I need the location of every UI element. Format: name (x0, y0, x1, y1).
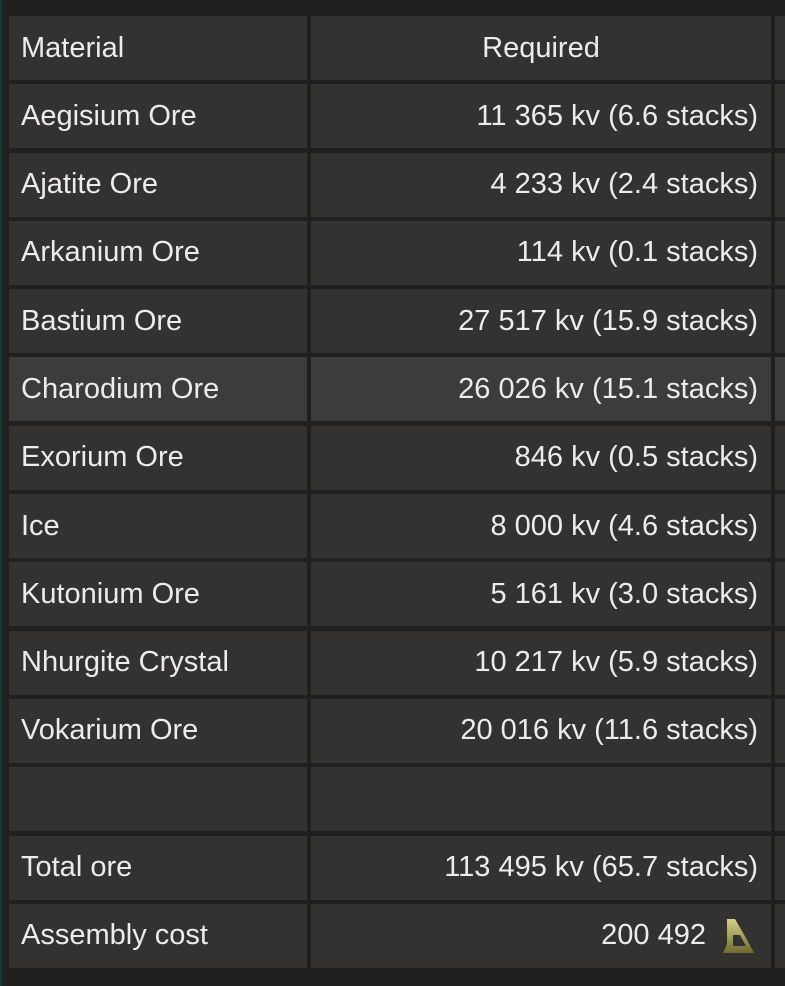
material-name: Nhurgite Crystal (9, 630, 307, 695)
material-name: Charodium Ore (9, 357, 307, 422)
table-row[interactable]: Exorium Ore 846 kv (0.5 stacks) (9, 425, 785, 490)
table-row[interactable]: Nhurgite Crystal 10 217 kv (5.9 stacks) (9, 630, 785, 695)
column-header-required[interactable]: Required (311, 16, 771, 80)
material-name: Ajatite Ore (9, 152, 307, 217)
required-amount: 5 161 kv (3.0 stacks) (311, 562, 771, 627)
table-header: Material Required (9, 16, 785, 80)
extra-cell (775, 84, 785, 149)
required-amount: 114 kv (0.1 stacks) (311, 220, 771, 285)
table-row-assembly: Assembly cost 200 492 (9, 903, 785, 968)
table-row[interactable]: Aegisium Ore 11 365 kv (6.6 stacks) (9, 84, 785, 149)
assembly-value: 200 492 (601, 919, 706, 952)
blank-cell (9, 767, 307, 832)
total-value: 113 495 kv (65.7 stacks) (311, 835, 771, 900)
table-row-total: Total ore 113 495 kv (65.7 stacks) (9, 835, 785, 900)
material-name: Kutonium Ore (9, 562, 307, 627)
extra-cell (775, 835, 785, 900)
assembly-label: Assembly cost (9, 903, 307, 968)
total-label: Total ore (9, 835, 307, 900)
assembly-cost-cell: 200 492 (311, 903, 771, 968)
extra-cell (775, 289, 785, 354)
blank-cell (775, 767, 785, 832)
column-header-extra (775, 16, 785, 80)
extra-cell (775, 152, 785, 217)
required-amount: 27 517 kv (15.9 stacks) (311, 289, 771, 354)
extra-cell (775, 494, 785, 559)
extra-cell (775, 903, 785, 968)
table-row[interactable]: Kutonium Ore 5 161 kv (3.0 stacks) (9, 562, 785, 627)
required-amount: 20 016 kv (11.6 stacks) (311, 698, 771, 763)
window-edge (0, 0, 2, 986)
required-amount: 846 kv (0.5 stacks) (311, 425, 771, 490)
table-row[interactable]: Ajatite Ore 4 233 kv (2.4 stacks) (9, 152, 785, 217)
required-amount: 11 365 kv (6.6 stacks) (311, 84, 771, 149)
material-name: Vokarium Ore (9, 698, 307, 763)
extra-cell (775, 630, 785, 695)
table-row[interactable]: Bastium Ore 27 517 kv (15.9 stacks) (9, 289, 785, 354)
blank-cell (311, 767, 771, 832)
required-amount: 26 026 kv (15.1 stacks) (311, 357, 771, 422)
material-name: Exorium Ore (9, 425, 307, 490)
table-row[interactable]: Arkanium Ore 114 kv (0.1 stacks) (9, 220, 785, 285)
materials-table: Material Required Aegisium Ore 11 365 kv … (9, 16, 785, 972)
required-amount: 8 000 kv (4.6 stacks) (311, 494, 771, 559)
extra-cell (775, 698, 785, 763)
extra-cell (775, 220, 785, 285)
table-row[interactable]: Vokarium Ore 20 016 kv (11.6 stacks) (9, 698, 785, 763)
required-amount: 4 233 kv (2.4 stacks) (311, 152, 771, 217)
extra-cell (775, 425, 785, 490)
currency-icon (723, 918, 754, 953)
table-row[interactable]: Charodium Ore 26 026 kv (15.1 stacks) (9, 357, 785, 422)
material-name: Bastium Ore (9, 289, 307, 354)
extra-cell (775, 357, 785, 422)
table-row[interactable]: Ice 8 000 kv (4.6 stacks) (9, 494, 785, 559)
table-row-blank (9, 767, 785, 832)
extra-cell (775, 562, 785, 627)
column-header-material[interactable]: Material (9, 16, 307, 80)
material-name: Arkanium Ore (9, 220, 307, 285)
required-amount: 10 217 kv (5.9 stacks) (311, 630, 771, 695)
material-name: Ice (9, 494, 307, 559)
material-name: Aegisium Ore (9, 84, 307, 149)
